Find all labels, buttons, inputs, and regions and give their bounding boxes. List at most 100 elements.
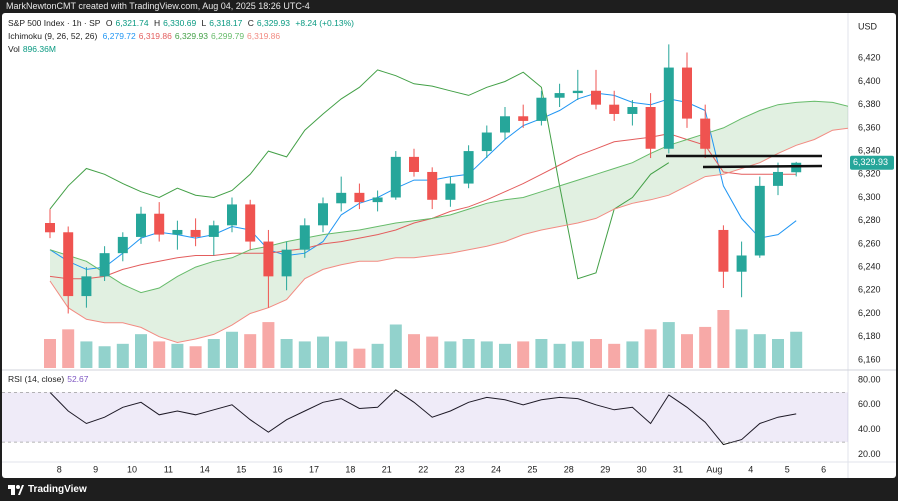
y-tick-label: 6,380 xyxy=(858,99,881,109)
candle-body xyxy=(718,229,729,272)
volume-bar xyxy=(753,334,766,368)
candle-body xyxy=(208,225,219,237)
candle-body xyxy=(281,249,292,277)
legend-rsi: RSI (14, close) 52.67 xyxy=(8,374,92,384)
label: H xyxy=(153,18,161,28)
y-tick-label: 6,200 xyxy=(858,308,881,318)
candle-body xyxy=(154,213,165,235)
volume-bar xyxy=(62,329,75,368)
x-tick-label: 5 xyxy=(785,464,790,474)
volume-bar xyxy=(499,343,511,368)
footer: TradingView xyxy=(8,484,87,495)
candle-body xyxy=(427,171,438,200)
y-tick-label: 6,280 xyxy=(858,215,881,225)
volume-bar xyxy=(444,341,457,368)
x-tick-label: 21 xyxy=(382,464,392,474)
y-tick-label: 6,160 xyxy=(858,354,881,364)
candle-body xyxy=(354,192,365,203)
volume-bar xyxy=(408,334,420,368)
indicator-value: 6,299.79 xyxy=(210,31,245,41)
value: 52.67 xyxy=(67,374,89,384)
candle-body xyxy=(773,171,783,186)
candle-body xyxy=(136,213,146,237)
volume-bar xyxy=(389,324,402,368)
value: 6,321.74 xyxy=(115,18,149,28)
volume-bar xyxy=(207,339,220,368)
y-tick-label: 6,220 xyxy=(858,285,881,295)
legend-price: S&P 500 Index · 1h · SP O 6,321.74 H 6,330… xyxy=(8,18,357,28)
plot-area xyxy=(44,44,848,446)
candle-body xyxy=(518,116,529,121)
volume-bar xyxy=(571,341,584,368)
change: +8.24 (+0.13%) xyxy=(295,18,354,28)
volume-bar xyxy=(44,339,56,368)
y-tick-label: 6,360 xyxy=(858,122,881,132)
volume-bar xyxy=(681,334,693,368)
value: 6,330.69 xyxy=(163,18,197,28)
volume-bar xyxy=(699,326,712,368)
candle-body xyxy=(336,192,347,204)
y-tick-label: 6,180 xyxy=(858,331,881,341)
volume-bar xyxy=(335,341,348,368)
candle-body xyxy=(445,183,456,200)
indicator: Vol xyxy=(8,44,20,54)
volume-bar xyxy=(480,341,493,368)
candle-body xyxy=(409,156,419,172)
candle-body xyxy=(663,67,674,149)
volume-bar xyxy=(80,341,93,368)
y-tick-label: 60.00 xyxy=(858,399,881,409)
volume-bar xyxy=(244,334,257,368)
volume-bar xyxy=(189,346,202,368)
candle-body xyxy=(682,67,692,119)
brand: TradingView xyxy=(28,484,87,495)
candle-body xyxy=(372,197,383,203)
volume-bar xyxy=(790,331,803,368)
x-tick-label: 25 xyxy=(527,464,537,474)
x-tick-label: 8 xyxy=(57,464,62,474)
candle-body xyxy=(318,203,328,226)
x-tick-label: 31 xyxy=(673,464,683,474)
x-tick-label: 17 xyxy=(309,464,319,474)
candle-body xyxy=(63,232,74,297)
label: O xyxy=(105,18,113,28)
indicator-value: 6,279.72 xyxy=(102,31,136,41)
volume-bar xyxy=(462,339,475,368)
candle-body xyxy=(263,241,274,277)
x-tick-label: 11 xyxy=(164,464,173,474)
volume-bar xyxy=(280,339,293,368)
legend-ichimoku: Ichimoku (9, 26, 52, 26) 6,279.72 6,319.8… xyxy=(8,31,283,41)
indicator-value: 6,319.86 xyxy=(138,31,172,41)
x-tick-label: 15 xyxy=(236,464,246,474)
candle-body xyxy=(299,225,310,250)
volume-bar xyxy=(262,322,275,368)
volume-bar xyxy=(298,341,311,368)
legend-volume: Vol 896.36M xyxy=(8,44,59,54)
x-tick-label: 14 xyxy=(200,464,210,474)
label: L xyxy=(201,18,207,28)
y-tick-label: 6,260 xyxy=(858,238,881,248)
candle-body xyxy=(572,90,583,94)
candle-body xyxy=(245,204,256,242)
cloud-fill xyxy=(50,101,848,343)
candle-body xyxy=(81,276,92,297)
candle-body xyxy=(736,255,747,272)
x-tick-label: 18 xyxy=(345,464,355,474)
rsi-band xyxy=(2,392,848,443)
y-tick-label: 6,240 xyxy=(858,261,881,271)
volume-bar xyxy=(153,341,166,368)
plot: 6,160 6,180 6,200 6,220 6,240 6,260 6,280 6,300… xyxy=(2,44,894,474)
volume-bar xyxy=(226,331,238,368)
chart-panel: USD 6,160 6,180 6,200 6,220 6,240 6,260 6,280 6… xyxy=(2,13,896,478)
volume-bar xyxy=(517,341,530,368)
volume-bar xyxy=(735,329,748,368)
chart: USD 6,1606,1806,2006,2206,2406,2606,2806… xyxy=(2,13,896,478)
candle-body xyxy=(536,97,547,121)
x-tick-label: 28 xyxy=(564,464,574,474)
x-tick-label: 23 xyxy=(455,464,465,474)
candle-body xyxy=(627,107,638,114)
last-price-box xyxy=(850,155,894,170)
volume-bar xyxy=(626,341,639,368)
y-tick-label: 20.00 xyxy=(858,449,881,459)
y-tick-label: 6,300 xyxy=(858,192,881,202)
